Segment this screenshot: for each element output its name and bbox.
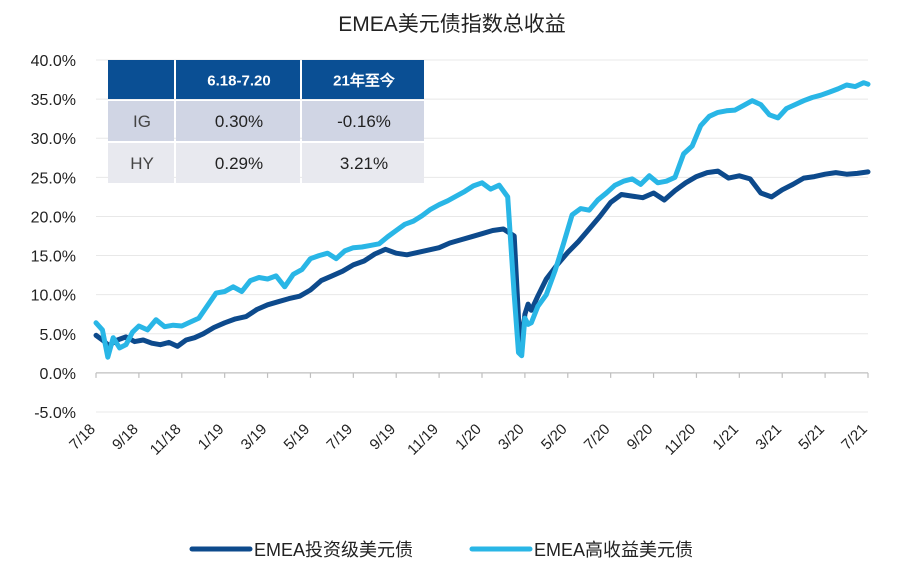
x-tick-label: 3/19 bbox=[238, 421, 271, 454]
x-tick-label: 3/21 bbox=[752, 421, 785, 454]
x-tick-label: 7/19 bbox=[323, 421, 356, 454]
x-axis-ticks: 7/18 9/18 11/18 1/19 3/19 5/19 7/19 9/19 11/19 1/… bbox=[66, 372, 871, 459]
y-axis-ticks: 40.0% 35.0% 30.0% 25.0% 20.0% 15.0% 10.0% 5.0% 0… bbox=[31, 53, 76, 422]
y-tick-label: 40.0% bbox=[31, 53, 76, 70]
y-tick-label: -5.0% bbox=[34, 405, 76, 422]
x-tick-label: 3/20 bbox=[495, 421, 528, 454]
chart-title: EMEA美元债指数总收益 bbox=[338, 13, 566, 36]
x-tick-label: 1/21 bbox=[709, 421, 742, 454]
series-line-hy bbox=[93, 80, 871, 360]
x-tick-label: 11/18 bbox=[147, 421, 185, 459]
y-tick-label: 10.0% bbox=[31, 288, 76, 305]
legend-label: EMEA投资级美元债 bbox=[254, 540, 413, 560]
x-tick-label: 11/19 bbox=[404, 421, 442, 459]
y-tick-label: 15.0% bbox=[31, 249, 76, 266]
x-tick-label: 5/19 bbox=[281, 421, 314, 454]
x-tick-label: 1/20 bbox=[452, 421, 485, 454]
y-tick-label: 0.0% bbox=[40, 366, 76, 383]
y-tick-label: 5.0% bbox=[40, 327, 76, 344]
series-lines bbox=[93, 80, 871, 360]
table-header-label: 6.18-7.20 bbox=[207, 73, 270, 90]
table-cell bbox=[302, 143, 424, 183]
table-header-label: 21年至今 bbox=[333, 72, 395, 90]
summary-table: 6.18-7.20 21年至今 IG 0.30% -0.16% HY 0.29% 3.21% bbox=[108, 60, 424, 183]
table-header-cell bbox=[176, 60, 300, 99]
table-header-cell bbox=[302, 60, 424, 99]
table-value: 3.21% bbox=[340, 154, 388, 173]
series-line-ig bbox=[93, 168, 871, 349]
table-cell bbox=[176, 143, 300, 183]
x-tick-label: 9/19 bbox=[366, 421, 399, 454]
legend: EMEA投资级美元债 EMEA高收益美元债 bbox=[189, 540, 693, 560]
x-tick-label: 5/21 bbox=[795, 421, 828, 454]
table-value: 0.29% bbox=[215, 154, 263, 173]
table-value: 0.30% bbox=[215, 112, 263, 131]
x-tick-label: 9/18 bbox=[109, 421, 142, 454]
x-tick-label: 11/20 bbox=[661, 421, 699, 459]
table-cell bbox=[108, 101, 174, 141]
table-row-label: HY bbox=[130, 154, 154, 173]
y-tick-label: 25.0% bbox=[31, 170, 76, 187]
legend-label: EMEA高收益美元债 bbox=[534, 540, 693, 560]
x-tick-label: 5/20 bbox=[538, 421, 571, 454]
x-tick-label: 1/19 bbox=[195, 421, 228, 454]
table-cell bbox=[302, 101, 424, 141]
x-tick-label: 7/21 bbox=[838, 421, 871, 454]
x-tick-label: 9/20 bbox=[624, 421, 657, 454]
y-tick-label: 35.0% bbox=[31, 92, 76, 109]
y-tick-label: 20.0% bbox=[31, 209, 76, 226]
table-header-cell bbox=[108, 60, 174, 99]
table-cell bbox=[176, 101, 300, 141]
table-value: -0.16% bbox=[337, 112, 391, 131]
table-cell bbox=[108, 143, 174, 183]
y-tick-label: 30.0% bbox=[31, 131, 76, 148]
table-row-label: IG bbox=[133, 112, 151, 131]
x-tick-label: 7/20 bbox=[581, 421, 614, 454]
x-tick-label: 7/18 bbox=[66, 421, 99, 454]
